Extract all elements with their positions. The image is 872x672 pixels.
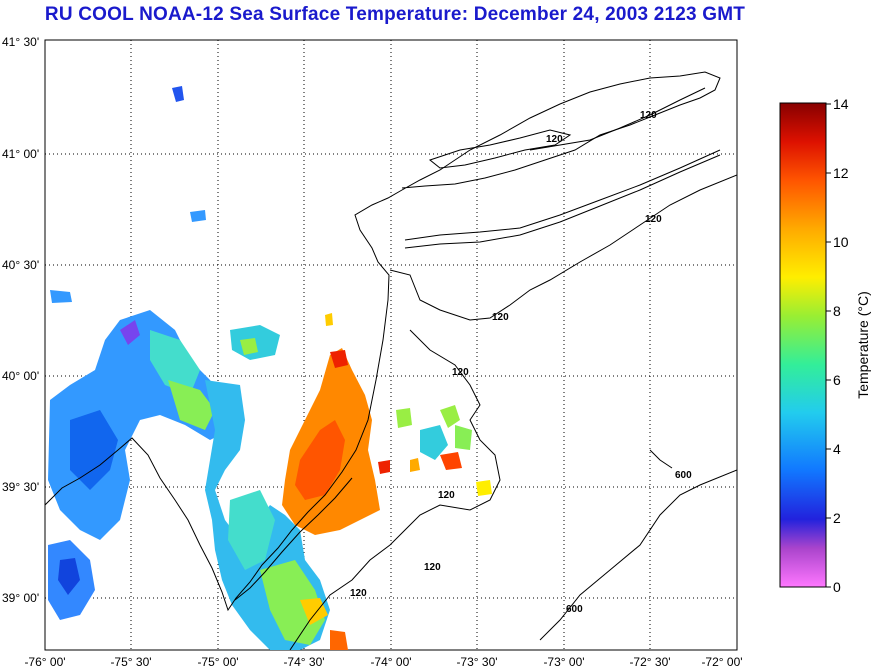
lat-label: 40° 30' <box>2 258 39 272</box>
sst-patches-cool <box>48 86 492 650</box>
contour-label: 120 <box>546 134 563 145</box>
lon-label: -73° 00' <box>543 655 584 669</box>
lat-label: 39° 30' <box>2 480 39 494</box>
lon-label: -73° 30' <box>456 655 497 669</box>
colorbar-tick: 6 <box>833 372 841 388</box>
colorbar-tick: 14 <box>833 96 849 112</box>
lon-label: -72° 30' <box>629 655 670 669</box>
contour-label: 120 <box>350 588 367 599</box>
latitude-labels: 41° 30' 41° 00' 40° 30' 40° 00' 39° 30' … <box>2 35 39 605</box>
lon-label: -74° 00' <box>370 655 411 669</box>
contour-label: 120 <box>424 562 441 573</box>
contour-label: 120 <box>640 110 657 121</box>
contour-label: 600 <box>675 470 692 481</box>
map-title: RU COOL NOAA-12 Sea Surface Temperature:… <box>44 4 746 25</box>
lat-label: 41° 30' <box>2 35 39 49</box>
lat-label: 40° 00' <box>2 369 39 383</box>
contour-label: 120 <box>645 214 662 225</box>
contour-label: 120 <box>492 312 509 323</box>
lon-label: -72° 00' <box>701 655 742 669</box>
contour-labels: 120 120 120 120 120 120 120 120 600 600 <box>350 110 692 615</box>
lon-label: -75° 00' <box>197 655 238 669</box>
bathymetry-contours <box>289 87 737 650</box>
lat-label: 39° 00' <box>2 591 39 605</box>
colorbar-tick: 2 <box>833 510 841 526</box>
colorbar-tick: 12 <box>833 165 849 181</box>
colorbar-tick: 8 <box>833 303 841 319</box>
contour-label: 120 <box>438 490 455 501</box>
colorbar-label: Temperature (°C) <box>855 291 871 399</box>
colorbar: 14 12 10 8 6 4 2 0 Temperature (°C) <box>779 96 871 595</box>
colorbar-tick: 4 <box>833 441 841 457</box>
contour-label: 120 <box>452 367 469 378</box>
lon-label: -76° 00' <box>24 655 65 669</box>
contour-label: 600 <box>566 604 583 615</box>
coastline <box>45 71 721 612</box>
sst-patches-warm <box>282 313 462 650</box>
lat-label: 41° 00' <box>2 147 39 161</box>
colorbar-tick: 0 <box>833 579 841 595</box>
lon-label: -75° 30' <box>110 655 151 669</box>
longitude-labels: -76° 00' -75° 30' -75° 00' -74° 30' -74°… <box>24 655 742 669</box>
colorbar-tick: 10 <box>833 234 849 250</box>
lon-label: -74° 30' <box>283 655 324 669</box>
colorbar-gradient <box>779 102 827 588</box>
